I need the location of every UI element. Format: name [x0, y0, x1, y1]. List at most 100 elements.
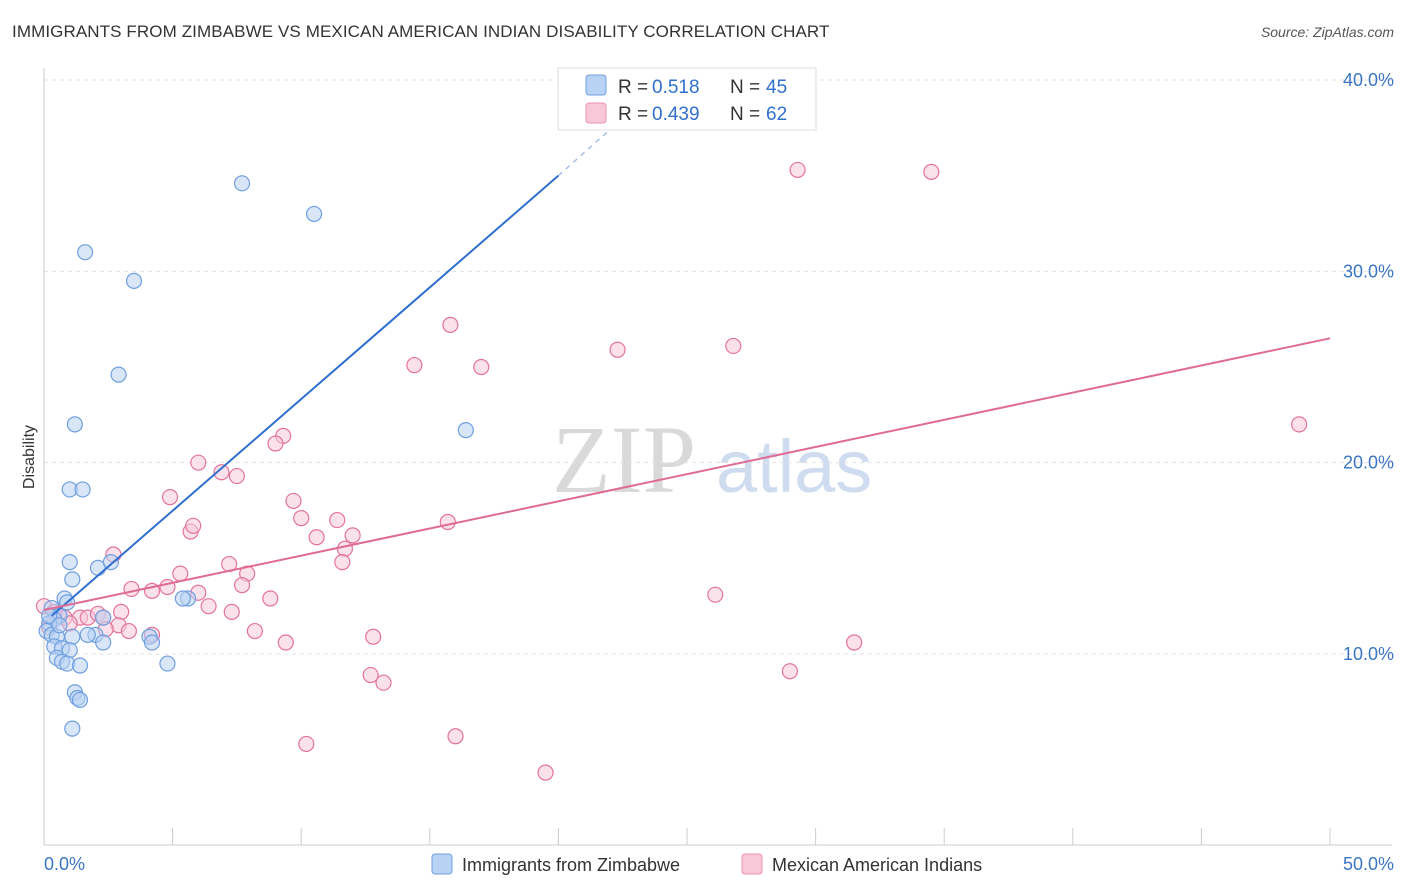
legend-swatch-pink: [741, 853, 763, 875]
point-zimbabwe-9: [61, 554, 78, 571]
stats-swatch-blue: [585, 74, 607, 96]
trend-line-zimbabwe-extension: [557, 106, 636, 177]
point-mexican-american-indian-35: [200, 598, 217, 615]
point-mexican-american-indian-36: [223, 603, 240, 621]
point-mexican-american-indian-52: [277, 634, 294, 651]
point-zimbabwe-8: [74, 481, 91, 498]
point-mexican-american-indian-17: [293, 510, 310, 527]
point-mexican-american-indian-60: [537, 764, 554, 781]
stats-n-label-pink: N =: [730, 104, 760, 125]
point-mexican-american-indian-25: [334, 554, 351, 571]
gridlines: [44, 79, 1392, 655]
watermark: ZIP atlas: [552, 406, 872, 513]
point-zimbabwe-16: [174, 590, 191, 607]
point-zimbabwe-4: [110, 366, 127, 383]
y-tick-label-30: 30.0%: [1343, 261, 1394, 281]
point-zimbabwe-11: [102, 554, 119, 571]
point-mexican-american-indian-18: [329, 511, 346, 529]
point-zimbabwe-12: [64, 571, 81, 588]
legend-label-blue: Immigrants from Zimbabwe: [462, 855, 680, 875]
stats-r-label-pink: R =: [618, 104, 648, 125]
point-zimbabwe-26: [79, 626, 96, 643]
legend-label-pink: Mexican American Indians: [772, 855, 982, 875]
point-mexican-american-indian-26: [172, 565, 189, 582]
point-mexican-american-indian-2: [442, 316, 459, 334]
point-zimbabwe-27: [95, 609, 112, 626]
point-mexican-american-indian-7: [1291, 416, 1308, 433]
point-mexican-american-indian-11: [213, 464, 230, 481]
y-tick-label-10: 10.0%: [1343, 644, 1394, 664]
point-mexican-american-indian-55: [781, 663, 798, 680]
point-mexican-american-indian-56: [362, 666, 379, 684]
point-mexican-american-indian-37: [113, 603, 130, 621]
point-zimbabwe-41: [71, 691, 89, 709]
x-ticks: [43, 828, 1331, 845]
point-mexican-american-indian-22: [336, 540, 354, 557]
point-mexican-american-indian-28: [123, 580, 140, 598]
point-zimbabwe-37: [71, 657, 89, 674]
point-mexican-american-indian-1: [923, 163, 940, 180]
stats-swatch-pink: [585, 102, 607, 124]
point-mexican-american-indian-54: [846, 634, 863, 651]
trend-line-mexican-american-indian: [43, 337, 1331, 611]
y-tick-label-20: 20.0%: [1343, 453, 1394, 473]
point-zimbabwe-29: [143, 634, 161, 651]
point-mexican-american-indian-14: [285, 492, 302, 510]
point-mexican-american-indian-51: [246, 622, 264, 640]
stats-n-value-pink: 62: [766, 104, 787, 125]
point-zimbabwe-2: [77, 244, 94, 261]
point-mexican-american-indian-19: [439, 513, 456, 531]
trend-lines: [43, 106, 1331, 617]
point-zimbabwe-42: [64, 720, 81, 737]
x-tick-label-min: 0.0%: [44, 854, 85, 874]
point-zimbabwe-1: [305, 205, 323, 223]
point-mexican-american-indian-57: [375, 674, 392, 691]
point-mexican-american-indian-33: [262, 590, 279, 607]
point-mexican-american-indian-32: [233, 577, 251, 594]
stats-n-label-blue: N =: [730, 77, 760, 98]
y-tick-labels: 10.0% 20.0% 30.0% 40.0%: [1343, 70, 1394, 664]
point-mexican-american-indian-13: [161, 489, 179, 506]
point-mexican-american-indian-16: [185, 517, 202, 534]
point-mexican-american-indian-58: [298, 735, 315, 753]
point-mexican-american-indian-10: [190, 454, 207, 471]
point-zimbabwe-0: [233, 175, 251, 192]
stats-n-value-blue: 45: [766, 77, 787, 98]
point-mexican-american-indian-12: [228, 467, 245, 485]
point-mexican-american-indian-34: [707, 586, 724, 603]
legend-swatch-blue: [431, 853, 453, 875]
legend: Immigrants from Zimbabwe Mexican America…: [431, 853, 982, 875]
point-mexican-american-indian-53: [365, 628, 382, 645]
series-immigrants-from-zimbabwe: [38, 175, 474, 737]
point-mexican-american-indian-5: [406, 356, 423, 374]
y-tick-label-40: 40.0%: [1343, 70, 1394, 90]
point-mexican-american-indian-3: [725, 337, 742, 355]
point-zimbabwe-33: [95, 634, 112, 651]
point-mexican-american-indian-20: [308, 529, 325, 546]
point-mexican-american-indian-0: [789, 161, 806, 179]
chart-title: IMMIGRANTS FROM ZIMBABWE VS MEXICAN AMER…: [12, 22, 830, 41]
y-axis-label: Disability: [21, 425, 38, 489]
point-mexican-american-indian-6: [473, 358, 490, 376]
stats-box: R = 0.518 N = 45 R = 0.439 N = 62: [557, 67, 817, 131]
point-mexican-american-indian-4: [609, 341, 626, 358]
series-mexican-american-indians: [35, 161, 1308, 781]
point-zimbabwe-3: [125, 272, 143, 289]
stats-r-value-blue: 0.518: [652, 77, 700, 98]
point-zimbabwe-38: [159, 655, 176, 672]
x-tick-label-max: 50.0%: [1343, 854, 1394, 874]
chart-source: Source: ZipAtlas.com: [1260, 24, 1394, 40]
point-mexican-american-indian-9: [267, 435, 284, 452]
stats-r-label-blue: R =: [618, 77, 648, 98]
point-zimbabwe-5: [66, 416, 83, 433]
watermark-zip: ZIP: [552, 406, 696, 513]
point-mexican-american-indian-49: [120, 622, 137, 640]
trend-line-zimbabwe: [51, 174, 560, 617]
point-mexican-american-indian-59: [447, 728, 464, 745]
point-zimbabwe-44: [51, 617, 68, 634]
point-mexican-american-indian-21: [344, 527, 361, 544]
stats-r-value-pink: 0.439: [652, 104, 700, 125]
watermark-atlas: atlas: [716, 425, 872, 508]
point-zimbabwe-6: [457, 422, 474, 439]
